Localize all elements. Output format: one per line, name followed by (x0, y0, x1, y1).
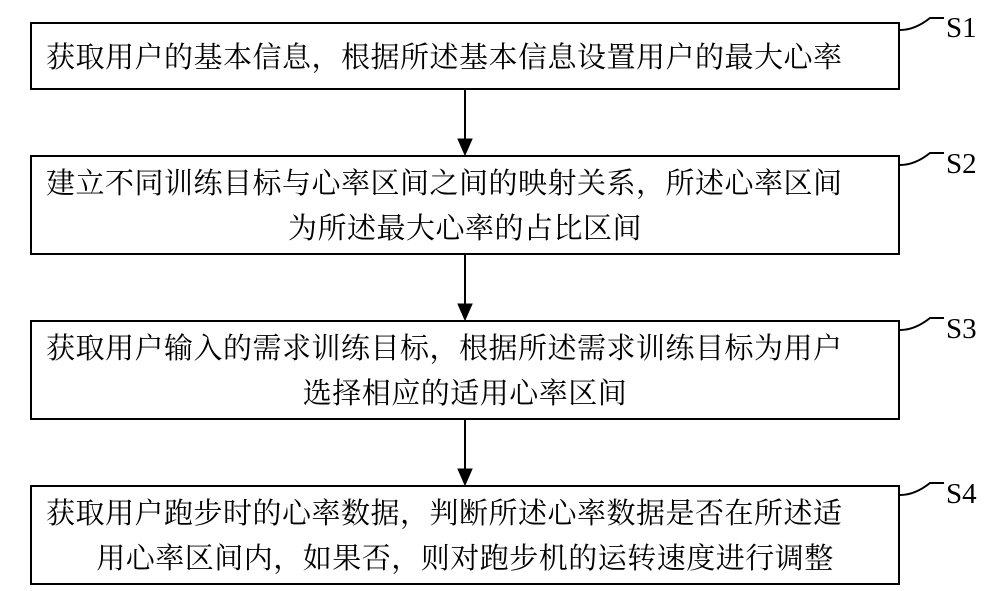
flow-arrow-head (458, 304, 472, 320)
flow-step-text: 建立不同训练目标与心率区间之间的映射关系，所述心率区间 (46, 160, 884, 205)
flowchart-canvas: 获取用户的基本信息，根据所述基本信息设置用户的最大心率 S1 建立不同训练目标与心率… (0, 0, 1000, 591)
flow-step-text: 选择相应的适用心率区间 (46, 370, 884, 415)
flow-step-label-s3: S3 (946, 313, 977, 346)
callout-line (900, 318, 944, 330)
flow-step-text: 获取用户的基本信息，根据所述基本信息设置用户的最大心率 (46, 34, 884, 79)
flow-step-text: 用心率区间内，如果否，则对跑步机的运转速度进行调整 (46, 535, 884, 580)
flow-step-text: 为所述最大心率的占比区间 (46, 205, 884, 250)
callout-line (900, 153, 944, 165)
flow-arrow-head (458, 469, 472, 485)
flow-step-label-s4: S4 (946, 478, 977, 511)
callout-line (900, 18, 944, 30)
flow-arrow-head (458, 139, 472, 155)
callout-line (900, 483, 944, 495)
flow-step-label-s2: S2 (946, 148, 977, 181)
flow-step-label-s1: S1 (946, 12, 977, 45)
flow-step-s2: 建立不同训练目标与心率区间之间的映射关系，所述心率区间为所述最大心率的占比区间 (30, 155, 900, 255)
flow-step-text: 获取用户输入的需求训练目标，根据所述需求训练目标为用户 (46, 325, 884, 370)
flow-step-s3: 获取用户输入的需求训练目标，根据所述需求训练目标为用户选择相应的适用心率区间 (30, 320, 900, 420)
flow-step-text: 获取用户跑步时的心率数据，判断所述心率数据是否在所述适 (46, 490, 884, 535)
flow-step-s1: 获取用户的基本信息，根据所述基本信息设置用户的最大心率 (30, 22, 900, 90)
flow-step-s4: 获取用户跑步时的心率数据，判断所述心率数据是否在所述适用心率区间内，如果否，则对… (30, 485, 900, 585)
